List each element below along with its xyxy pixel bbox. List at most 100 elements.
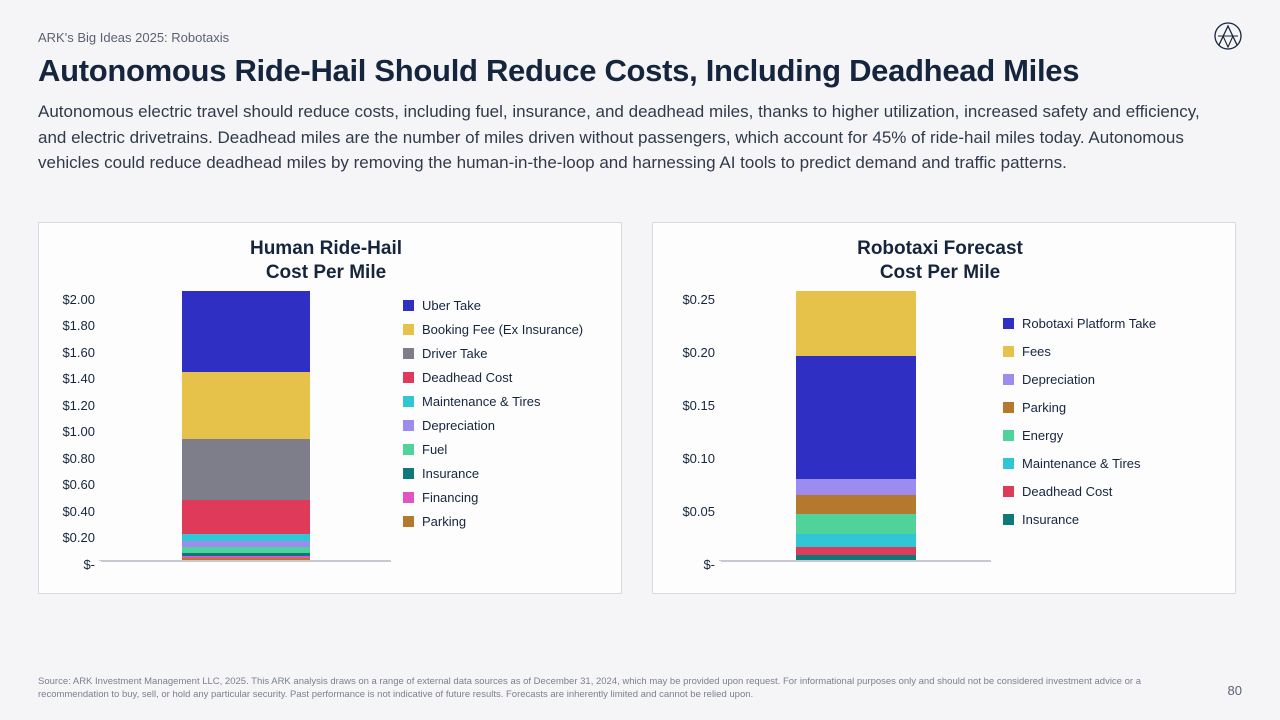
chart-human-ridehail: Human Ride-Hail Cost Per Mile $2.00 $1.80… — [38, 222, 622, 594]
bar-segment — [796, 291, 916, 356]
y-axis: $0.25$0.20$0.15$0.10$0.05$- — [663, 292, 721, 572]
y-tick-label: $1.40 — [62, 371, 95, 386]
legend-label: Booking Fee (Ex Insurance) — [422, 322, 583, 337]
bar-segment — [796, 534, 916, 547]
legend-label: Maintenance & Tires — [1022, 456, 1141, 471]
y-tick-label: $0.20 — [682, 345, 715, 360]
chart-title-line2: Cost Per Mile — [880, 262, 1000, 283]
y-tick-label: $2.00 — [62, 292, 95, 307]
plot-area — [721, 292, 991, 562]
legend-swatch — [403, 468, 414, 479]
y-tick-label: $1.60 — [62, 345, 95, 360]
legend-item: Parking — [1003, 400, 1217, 415]
chart-robotaxi-forecast: Robotaxi Forecast Cost Per Mile $0.25 $0.… — [652, 222, 1236, 594]
bar-segment — [796, 514, 916, 533]
chart-title: Human Ride-Hail Cost Per Mile — [49, 237, 603, 286]
breadcrumb: ARK's Big Ideas 2025: Robotaxis — [38, 30, 1242, 45]
legend-swatch — [403, 300, 414, 311]
body-text: Autonomous electric travel should reduce… — [38, 99, 1218, 176]
legend-label: Financing — [422, 490, 478, 505]
legend-item: Booking Fee (Ex Insurance) — [403, 322, 603, 337]
y-tick-label: $0.05 — [682, 504, 715, 519]
legend-item: Depreciation — [1003, 372, 1217, 387]
y-tick-label: $- — [703, 557, 715, 572]
bar-segment — [182, 439, 310, 500]
legend-item: Maintenance & Tires — [1003, 456, 1217, 471]
legend-swatch — [1003, 374, 1014, 385]
legend-swatch — [1003, 486, 1014, 497]
legend-label: Insurance — [422, 466, 479, 481]
chart-title-line1: Robotaxi Forecast — [857, 238, 1023, 259]
y-tick-label: $1.00 — [62, 424, 95, 439]
legend-label: Parking — [422, 514, 466, 529]
legend-item: Financing — [403, 490, 603, 505]
bar-segment — [182, 372, 310, 440]
legend-label: Driver Take — [422, 346, 488, 361]
stacked-bar — [182, 291, 310, 561]
legend-swatch — [403, 420, 414, 431]
legend-item: Parking — [403, 514, 603, 529]
y-axis: $2.00$1.80$1.60$1.40$1.20$1.00$0.80$0.60… — [49, 292, 101, 572]
y-tick-label: $0.80 — [62, 451, 95, 466]
legend-swatch — [1003, 346, 1014, 357]
legend-label: Depreciation — [1022, 372, 1095, 387]
legend-label: Parking — [1022, 400, 1066, 415]
chart-title-line2: Cost Per Mile — [266, 262, 386, 283]
footer: Source: ARK Investment Management LLC, 2… — [38, 676, 1242, 702]
legend-label: Maintenance & Tires — [422, 394, 541, 409]
legend-label: Deadhead Cost — [422, 370, 512, 385]
legend-item: Insurance — [1003, 512, 1217, 527]
legend-item: Energy — [1003, 428, 1217, 443]
legend-item: Deadhead Cost — [1003, 484, 1217, 499]
legend: Uber Take Booking Fee (Ex Insurance) Drive… — [391, 292, 603, 572]
bar-segment — [182, 291, 310, 372]
stacked-bar — [796, 291, 916, 561]
legend-label: Uber Take — [422, 298, 481, 313]
bar-segment — [182, 534, 310, 541]
bar-segment — [182, 541, 310, 548]
y-tick-label: $0.15 — [682, 398, 715, 413]
legend-swatch — [403, 324, 414, 335]
legend-item: Fuel — [403, 442, 603, 457]
legend-label: Fees — [1022, 344, 1051, 359]
legend-swatch — [1003, 458, 1014, 469]
legend-label: Insurance — [1022, 512, 1079, 527]
ark-logo-icon — [1214, 22, 1242, 55]
y-tick-label: $0.25 — [682, 292, 715, 307]
bar-segment — [796, 479, 916, 495]
page-number: 80 — [1228, 682, 1242, 702]
legend: Robotaxi Platform TakeFeesDepreciationPa… — [991, 292, 1217, 572]
legend-label: Energy — [1022, 428, 1063, 443]
bar-segment — [796, 356, 916, 479]
legend-swatch — [403, 444, 414, 455]
legend-swatch — [1003, 430, 1014, 441]
legend-swatch — [1003, 318, 1014, 329]
legend-swatch — [1003, 514, 1014, 525]
charts-row: Human Ride-Hail Cost Per Mile $2.00 $1.80… — [38, 222, 1242, 594]
y-tick-label: $- — [83, 557, 95, 572]
bar-segment — [796, 547, 916, 556]
legend-swatch — [403, 492, 414, 503]
legend-swatch — [403, 516, 414, 527]
legend-swatch — [403, 372, 414, 383]
plot-area — [101, 292, 391, 562]
bar-segment — [796, 555, 916, 560]
legend-item: Fees — [1003, 344, 1217, 359]
y-tick-label: $1.80 — [62, 318, 95, 333]
legend-label: Fuel — [422, 442, 447, 457]
legend-label: Deadhead Cost — [1022, 484, 1112, 499]
legend-item: Insurance — [403, 466, 603, 481]
legend-swatch — [1003, 402, 1014, 413]
y-tick-label: $0.40 — [62, 504, 95, 519]
legend-item: Uber Take — [403, 298, 603, 313]
legend-swatch — [403, 348, 414, 359]
disclaimer-text: Source: ARK Investment Management LLC, 2… — [38, 676, 1188, 702]
y-tick-label: $1.20 — [62, 398, 95, 413]
legend-item: Depreciation — [403, 418, 603, 433]
legend-item: Deadhead Cost — [403, 370, 603, 385]
page-title: Autonomous Ride-Hail Should Reduce Costs… — [38, 53, 1242, 89]
legend-item: Driver Take — [403, 346, 603, 361]
bar-segment — [182, 500, 310, 534]
chart-title: Robotaxi Forecast Cost Per Mile — [663, 237, 1217, 286]
bar-segment — [796, 495, 916, 514]
